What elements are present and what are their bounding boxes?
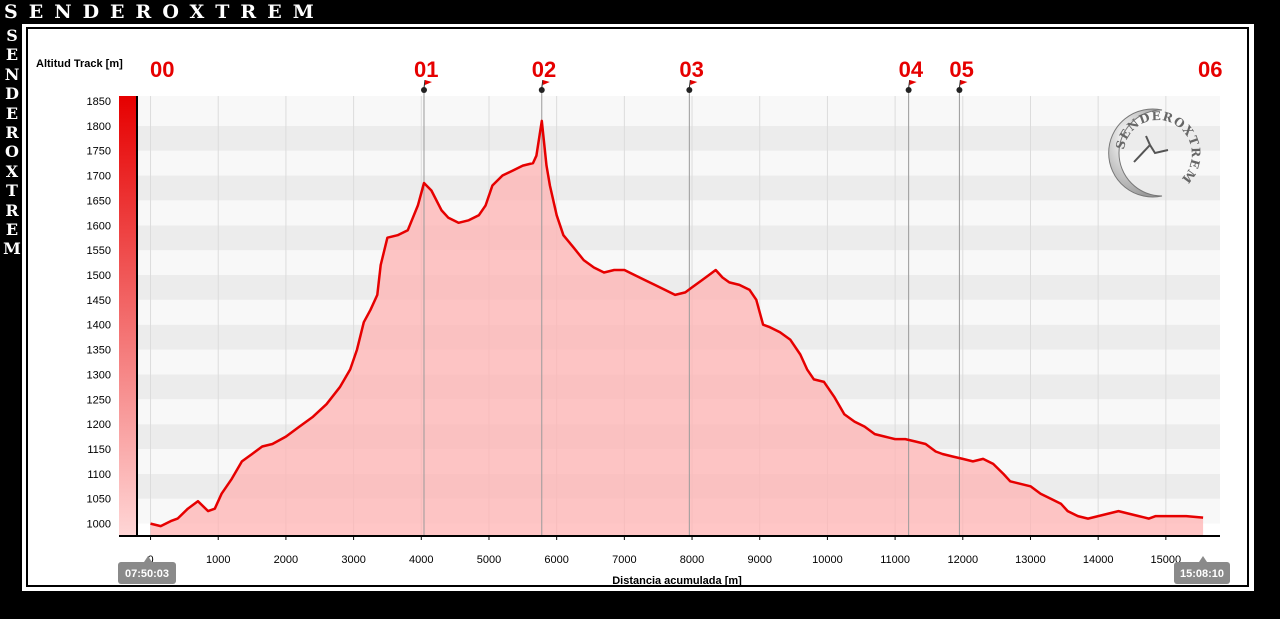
y-tick-label: 1600: [87, 220, 111, 232]
end-time-label: 15:08:10: [1180, 568, 1224, 580]
x-tick-label: 9000: [747, 554, 771, 566]
waypoint-pin-icon: [956, 87, 963, 93]
grid-band: [137, 100, 1220, 126]
x-tick-label: 12000: [947, 554, 978, 566]
brand-letter: O: [5, 142, 19, 162]
waypoint-pole-icon: [423, 79, 426, 89]
y-tick-label: 1300: [87, 369, 111, 381]
waypoint-label: 06: [1198, 57, 1222, 82]
waypoint-flag-icon: [424, 80, 432, 85]
y-axis-title: Altitud Track [m]: [36, 58, 123, 70]
brand-letter: E: [5, 220, 19, 240]
grid-band: [137, 96, 1220, 101]
brand-letter: S: [6, 26, 18, 45]
y-tick-label: 1750: [87, 146, 111, 158]
grid-band: [137, 225, 1220, 251]
start-time-badge: 07:50:03: [118, 556, 176, 584]
x-tick-label: 4000: [409, 554, 433, 566]
waypoint-flag-icon: [960, 80, 968, 85]
x-axis-title: Distancia acumulada [m]: [612, 575, 742, 587]
x-tick-labels: 0100020003000400050006000700080009000100…: [147, 536, 1181, 566]
waypoint-label: 04: [899, 57, 924, 82]
elevation-line: [150, 119, 1204, 528]
grid-band: [137, 125, 1220, 151]
x-tick-label: 7000: [612, 554, 636, 566]
logo-crescent-icon: [1108, 108, 1163, 198]
altitude-color-bar: [119, 96, 137, 536]
grid-band: [137, 150, 1220, 176]
brand-letter: R: [5, 200, 19, 220]
brand-letter: M: [3, 239, 21, 259]
waypoint-pole-icon: [908, 79, 911, 89]
y-tick-label: 1700: [87, 171, 111, 183]
brand-title-top: SENDEROXTREM: [4, 1, 325, 23]
brand-letter: R: [5, 123, 19, 143]
grid-band: [137, 175, 1220, 201]
waypoint-pin-icon: [686, 87, 693, 93]
waypoint-pin-icon: [905, 87, 912, 93]
grid-band: [137, 250, 1220, 275]
brand-letter: T: [6, 181, 18, 201]
x-tick-label: 2000: [274, 554, 298, 566]
chart-frame: [26, 27, 1249, 587]
waypoint-flag-icon: [909, 80, 917, 85]
x-tick-label: 13000: [1015, 554, 1046, 566]
y-tick-labels: 1000 1050 1100 1150 1200 1250 1300 1350 1400 1450…: [87, 96, 111, 531]
y-tick-label: 1350: [87, 345, 111, 357]
x-tick-label: 14000: [1083, 554, 1114, 566]
waypoint-flag-icon: [690, 80, 698, 85]
waypoint-flag-icon: [542, 80, 550, 85]
y-tick-label: 1150: [87, 444, 111, 456]
y-tick-label: 1400: [87, 320, 111, 332]
start-time-label: 07:50:03: [125, 568, 169, 580]
x-tick-label: 3000: [341, 554, 365, 566]
elevation-area-fill: [150, 120, 1204, 537]
waypoint-pole-icon: [958, 79, 961, 89]
grid-band: [137, 200, 1220, 226]
y-tick-label: 1450: [87, 295, 111, 307]
waypoint-label: 01: [414, 57, 438, 82]
waypoint-pin-icon: [420, 87, 427, 93]
brand-letter: X: [5, 161, 19, 181]
y-tick-label: 1050: [87, 494, 111, 506]
y-tick-label: 1650: [87, 195, 111, 207]
waypoint-pole-icon: [688, 79, 691, 89]
y-tick-label: 1850: [87, 96, 111, 108]
x-tick-label: 10000: [812, 554, 843, 566]
x-tick-label: 1000: [206, 554, 230, 566]
waypoint-markers: 00 01 02 03 04 05 06: [150, 57, 1222, 93]
end-time-badge: 15:08:10: [1174, 556, 1230, 584]
waypoint-pin-icon: [538, 87, 545, 93]
brand-letter: E: [5, 45, 19, 65]
y-tick-label: 1800: [87, 121, 111, 133]
x-tick-label: 8000: [680, 554, 704, 566]
waypoint-lines: [423, 90, 960, 536]
waypoint-pole-icon: [541, 79, 544, 89]
logo-hiker-icon: [1133, 135, 1169, 163]
x-tick-label: 11000: [880, 554, 910, 566]
y-tick-label: 1100: [87, 469, 111, 481]
waypoint-label: 02: [532, 57, 556, 82]
waypoint-label: 03: [679, 57, 703, 82]
brand-letter: N: [4, 64, 20, 84]
brand-letter: E: [5, 103, 19, 123]
x-tick-label: 5000: [477, 554, 501, 566]
y-tick-label: 1550: [87, 245, 111, 257]
y-tick-label: 1000: [87, 519, 111, 531]
y-tick-label: 1250: [87, 394, 111, 406]
y-tick-label: 1200: [87, 419, 111, 431]
y-tick-label: 1500: [87, 270, 111, 282]
waypoint-label: 00: [150, 57, 174, 82]
x-tick-label: 6000: [544, 554, 568, 566]
brand-letter: D: [5, 84, 19, 104]
x-tick-label: 15000: [1151, 554, 1182, 566]
waypoint-label: 05: [949, 57, 973, 82]
